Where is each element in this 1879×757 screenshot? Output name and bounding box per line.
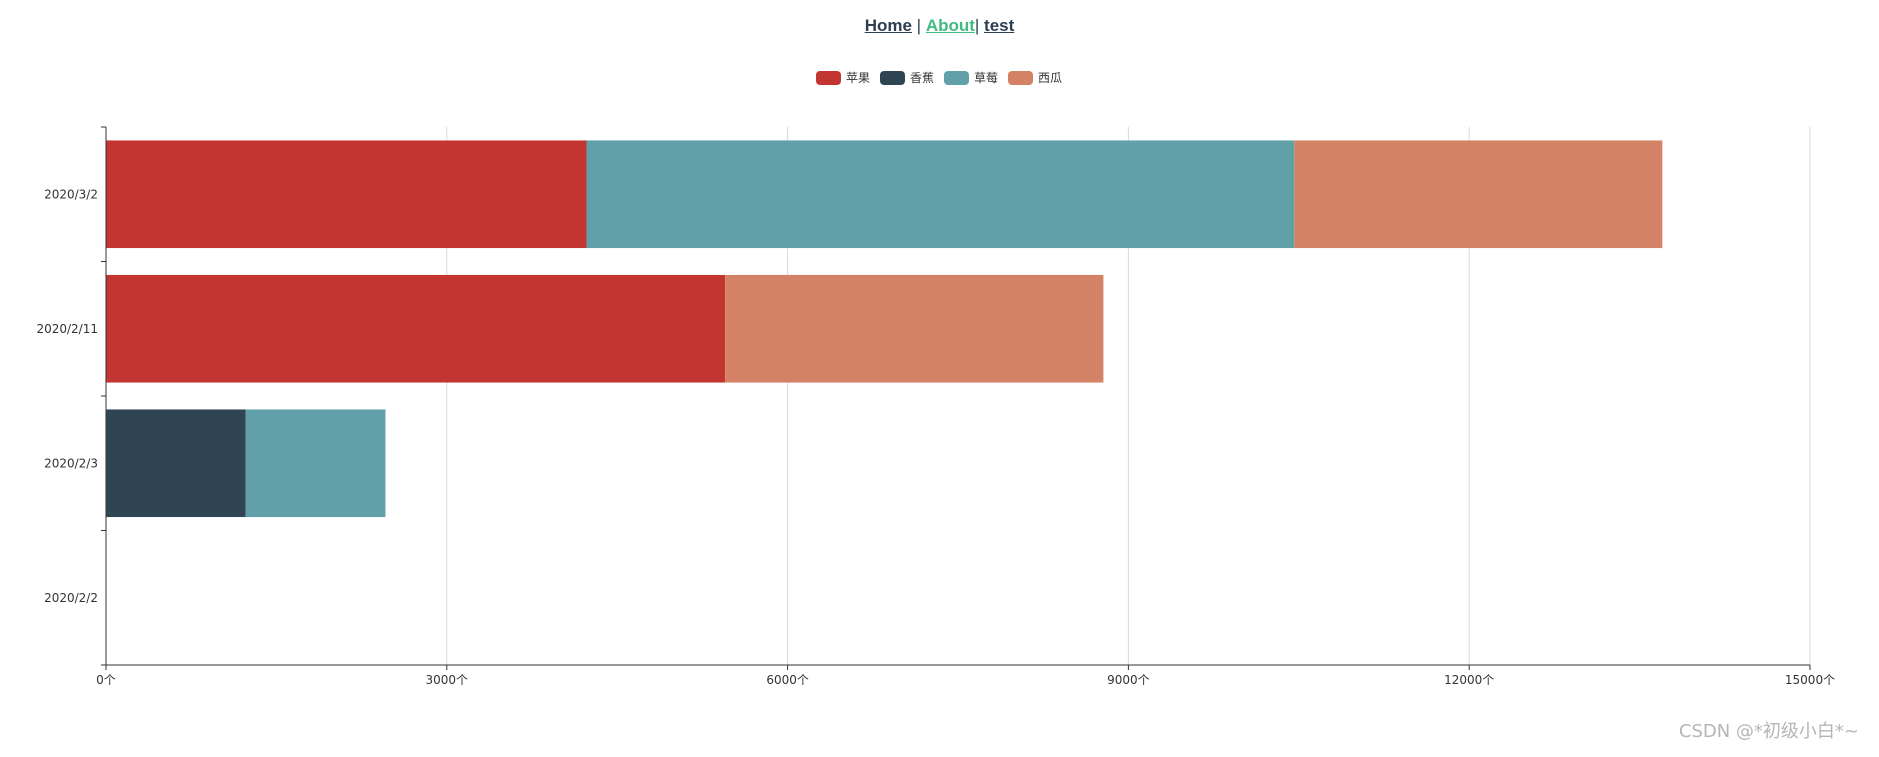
legend-label: 苹果	[846, 71, 870, 85]
x-tick-label: 12000个	[1444, 673, 1494, 687]
legend-label: 西瓜	[1038, 71, 1062, 85]
bar-segment	[586, 140, 1295, 249]
bar-segment	[106, 140, 587, 249]
legend-swatch	[944, 71, 969, 85]
bar-segment	[725, 274, 1104, 383]
y-tick-label: 2020/2/2	[44, 591, 98, 605]
nav-about-link[interactable]: About	[925, 16, 975, 35]
axes: 2020/2/2 2020/2/3 2020/2/11 2020/3/2 0个 3000个…	[36, 126, 1835, 687]
legend-label: 草莓	[974, 71, 998, 85]
y-tick-label: 2020/2/11	[36, 322, 98, 336]
bar-segment	[106, 274, 726, 383]
x-tick-label: 9000个	[1107, 673, 1150, 687]
x-tick-label: 15000个	[1785, 673, 1835, 687]
legend: 苹果 香蕉 草莓 西瓜	[816, 71, 1062, 85]
bar-segment	[106, 409, 246, 518]
x-tick-label: 0个	[96, 673, 116, 687]
bar-segment	[1294, 140, 1663, 249]
legend-swatch	[816, 71, 841, 85]
bar-segment	[245, 409, 386, 518]
nav-separator: |	[974, 16, 985, 35]
legend-swatch	[880, 71, 905, 85]
y-tick-label: 2020/2/3	[44, 456, 98, 470]
nav-test-link[interactable]: test	[984, 16, 1015, 35]
legend-label: 香蕉	[910, 71, 934, 85]
nav-home-link[interactable]: Home	[864, 16, 912, 35]
nav-separator: |	[911, 16, 926, 35]
y-tick-label: 2020/3/2	[44, 187, 98, 201]
nav-bar: Home | About| test	[0, 16, 1879, 36]
watermark: CSDN @*初级小白*~	[1678, 721, 1859, 742]
bars	[106, 140, 1663, 518]
x-tick-label: 6000个	[766, 673, 809, 687]
legend-swatch	[1008, 71, 1033, 85]
x-tick-label: 3000个	[426, 673, 469, 687]
